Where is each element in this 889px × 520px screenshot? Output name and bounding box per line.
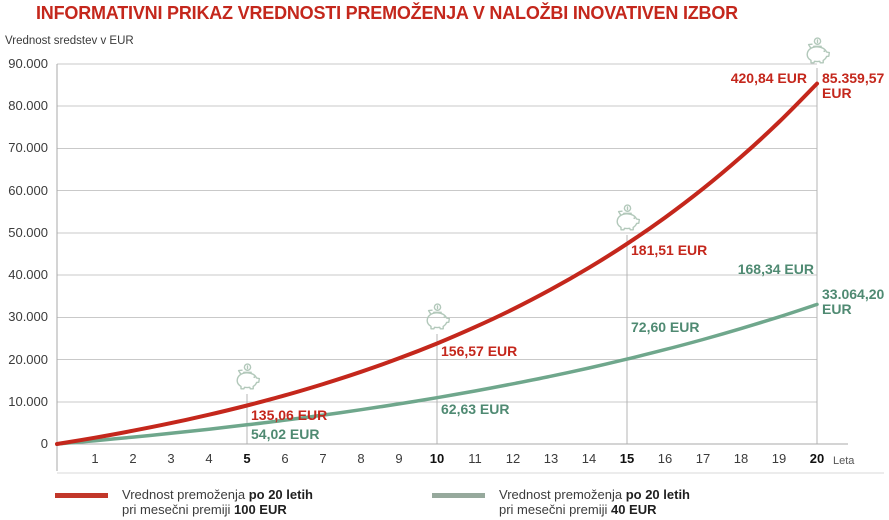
y-tick-label: 80.000 — [8, 98, 48, 114]
final-value-premium-100-label: 85.359,57 EUR — [822, 70, 885, 101]
piggy-bank-icon — [800, 37, 834, 73]
x-tick-label: 1 — [91, 451, 99, 466]
y-tick-label: 70.000 — [8, 140, 48, 156]
y-axis-title: Vrednost sredstev v EUR — [5, 35, 134, 47]
milestone-premium-40-label: 72,60 EUR — [631, 319, 700, 335]
y-tick-label: 20.000 — [8, 351, 48, 367]
y-tick-label: 30.000 — [8, 309, 48, 325]
legend-line: Vrednost premoženja — [499, 487, 626, 502]
y-tick-label: 10.000 — [8, 393, 48, 409]
y-tick-label: 90.000 — [8, 56, 48, 71]
chart-title: INFORMATIVNI PRIKAZ VREDNOSTI PREMOŽENJA… — [36, 3, 738, 23]
series-line-premium-40 — [55, 302, 819, 446]
x-tick-label: 14 — [581, 451, 597, 466]
piggy-bank-icon — [230, 363, 264, 399]
x-tick-label: 12 — [505, 451, 521, 466]
legend-line-bold: 100 EUR — [233, 501, 287, 517]
legend-swatch-red — [55, 493, 108, 498]
x-tick-label: 18 — [733, 451, 749, 466]
x-tick-label: 17 — [695, 451, 711, 466]
x-tick-label: 15 — [619, 451, 635, 466]
x-tick-label: 6 — [281, 451, 289, 466]
x-tick-label: 3 — [167, 451, 175, 466]
x-tick-label: 11 — [468, 451, 482, 466]
y-tick-label: 60.000 — [8, 182, 48, 198]
piggy-bank-icon — [610, 204, 644, 240]
milestone-premium-40-label: 54,02 EUR — [251, 426, 320, 442]
legend-line-bold: po 20 letih — [625, 487, 690, 502]
milestone-premium-40-label: 168,34 EUR — [737, 261, 814, 277]
y-tick-label: 0 — [40, 436, 48, 451]
x-tick-label: 2 — [129, 451, 137, 466]
x-tick-label: 16 — [657, 451, 673, 466]
milestone-premium-100-label: 181,51 EUR — [631, 242, 708, 258]
legend-text-premium-40: Vrednost premoženja po 20 letih pri mese… — [499, 487, 690, 517]
milestone-premium-100-label: 156,57 EUR — [441, 343, 518, 359]
final-value-premium-40-label: 33.064,20 EUR — [822, 286, 885, 317]
legend-swatch-green — [432, 493, 485, 498]
x-tick-label: 20 — [809, 451, 825, 466]
x-tick-label: 8 — [357, 451, 365, 466]
y-tick-label: 50.000 — [8, 224, 48, 240]
legend-item-premium-100: Vrednost premoženja po 20 letih pri mese… — [55, 487, 313, 517]
x-tick-label: 13 — [543, 451, 559, 466]
series-line-premium-100 — [55, 81, 819, 446]
x-tick-label: 4 — [205, 451, 213, 466]
x-tick-label: 5 — [243, 451, 251, 466]
x-tick-label: 19 — [771, 451, 787, 466]
x-tick-label: 9 — [395, 451, 403, 466]
legend-line: Vrednost premoženja — [122, 487, 249, 502]
legend-line: pri mesečni premiji — [122, 501, 234, 517]
milestone-premium-40-label: 62,63 EUR — [441, 401, 510, 417]
legend-line-bold: 40 EUR — [610, 501, 657, 517]
y-tick-label: 40.000 — [8, 267, 48, 283]
x-tick-label: 10 — [429, 451, 445, 466]
legend-line: pri mesečni premiji — [499, 501, 611, 517]
x-axis-unit-label: Leta — [833, 455, 855, 467]
milestone-premium-100-label: 135,06 EUR — [251, 407, 328, 423]
legend-text-premium-100: Vrednost premoženja po 20 letih pri mese… — [122, 487, 313, 517]
piggy-bank-icon — [420, 303, 454, 339]
milestone-premium-100-label: 420,84 EUR — [730, 70, 807, 86]
legend-line-bold: po 20 letih — [248, 487, 313, 502]
x-tick-label: 7 — [319, 451, 327, 466]
legend-item-premium-40: Vrednost premoženja po 20 letih pri mese… — [432, 487, 690, 517]
